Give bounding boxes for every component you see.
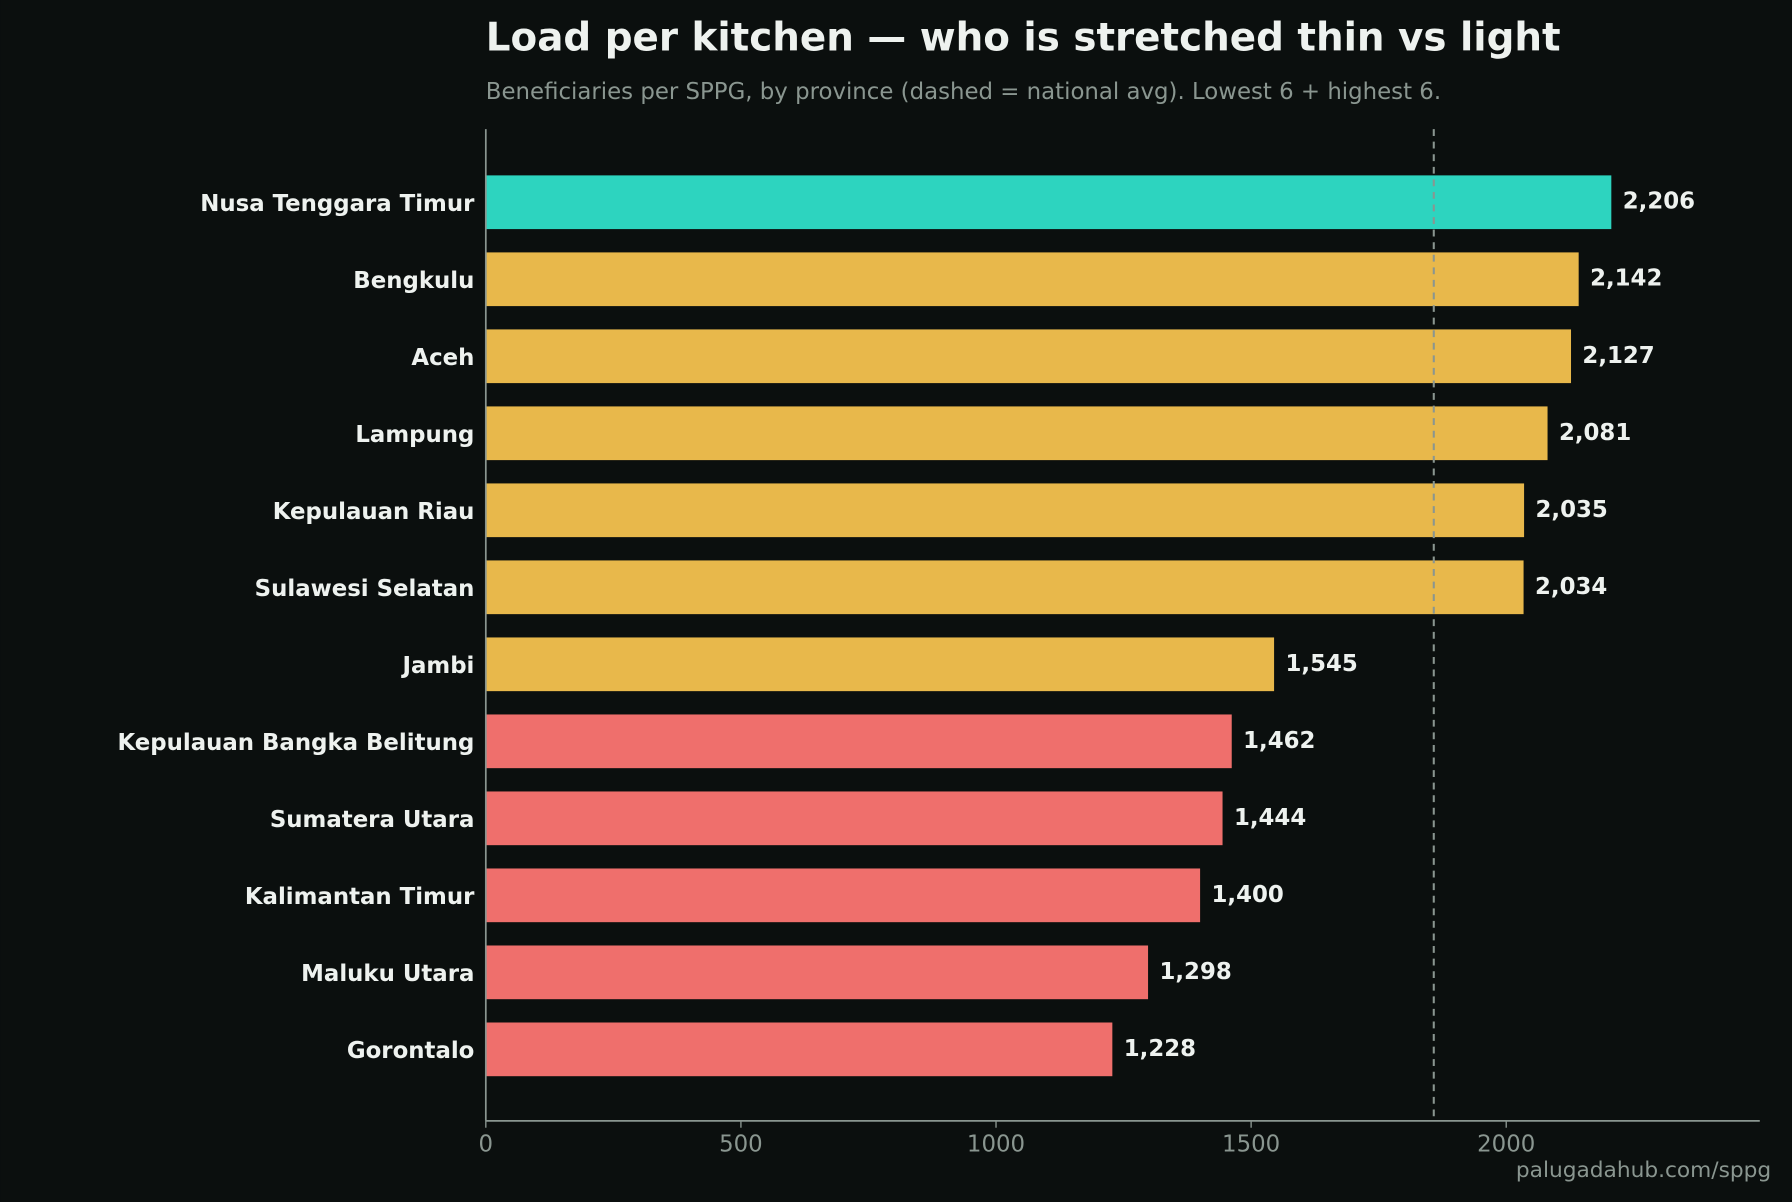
bar <box>485 868 1201 923</box>
x-tick-label: 1000 <box>967 1131 1025 1157</box>
bar <box>485 406 1548 461</box>
value-label: 1,400 <box>1212 882 1284 908</box>
value-label: 2,034 <box>1535 574 1607 600</box>
value-label: 1,228 <box>1124 1036 1196 1062</box>
bar <box>485 483 1525 538</box>
category-label: Sulawesi Selatan <box>255 576 475 602</box>
bar <box>485 637 1275 692</box>
value-label: 2,127 <box>1582 343 1654 369</box>
x-tick-label: 0 <box>479 1131 494 1157</box>
category-label: Kalimantan Timur <box>245 884 475 910</box>
value-label: 2,142 <box>1590 266 1662 292</box>
value-label: 1,462 <box>1243 728 1315 754</box>
bar <box>485 714 1232 769</box>
category-label: Kepulauan Riau <box>273 499 475 525</box>
category-label: Bengkulu <box>353 268 474 294</box>
value-label: 2,081 <box>1559 420 1631 446</box>
x-tick-label: 500 <box>719 1131 763 1157</box>
chart-title: Load per kitchen — who is stretched thin… <box>486 15 1561 60</box>
category-label: Kepulauan Bangka Belitung <box>117 730 474 756</box>
category-label: Maluku Utara <box>301 961 474 987</box>
bar <box>485 945 1149 1000</box>
value-label: 2,206 <box>1623 189 1695 215</box>
category-label: Nusa Tenggara Timur <box>200 191 475 217</box>
bar <box>485 560 1524 615</box>
bar <box>485 252 1579 307</box>
value-label: 1,545 <box>1286 651 1358 677</box>
x-tick-label: 2000 <box>1477 1131 1535 1157</box>
chart-subtitle: Beneficiaries per SPPG, by province (das… <box>486 79 1441 105</box>
source: palugadahub.com/sppg <box>1516 1158 1771 1183</box>
category-label: Sumatera Utara <box>270 807 475 833</box>
category-label: Gorontalo <box>347 1038 475 1064</box>
value-label: 2,035 <box>1536 497 1608 523</box>
bar <box>485 175 1612 230</box>
value-label: 1,444 <box>1234 805 1306 831</box>
x-tick-label: 1500 <box>1222 1131 1280 1157</box>
category-label: Jambi <box>400 653 474 679</box>
bar <box>485 329 1572 384</box>
bar <box>485 791 1223 846</box>
category-label: Aceh <box>411 345 474 371</box>
category-label: Lampung <box>355 422 474 448</box>
bar <box>485 1022 1113 1077</box>
value-label: 1,298 <box>1159 959 1231 985</box>
